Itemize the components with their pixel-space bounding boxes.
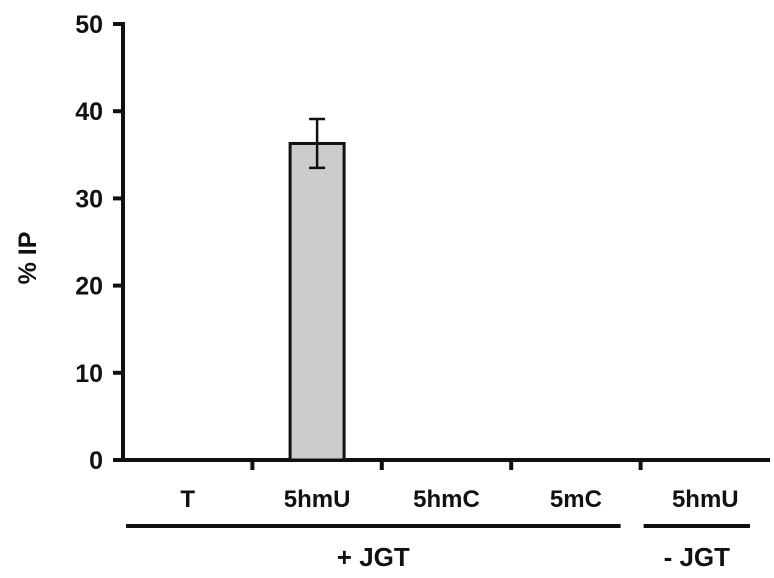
group-label: + JGT xyxy=(337,542,410,572)
y-axis-title: % IP xyxy=(14,232,42,285)
y-tick-label: 20 xyxy=(75,273,103,301)
error-bar xyxy=(309,117,326,170)
x-category-label: T xyxy=(180,486,195,513)
y-tick-label: 50 xyxy=(75,11,103,39)
x-category-label: 5hmU xyxy=(672,486,739,513)
y-tick-label: 0 xyxy=(89,447,103,475)
y-tick-label: 40 xyxy=(75,98,103,126)
x-axis: T 5hmU 5hmC 5mC 5hmU xyxy=(123,458,770,513)
error-bars xyxy=(309,117,326,170)
x-category-label: 5mC xyxy=(550,486,602,513)
x-category-label: 5hmU xyxy=(284,486,351,513)
y-tick-label: 10 xyxy=(75,360,103,388)
y-axis: 0 10 20 30 40 50 xyxy=(75,11,125,475)
group-brackets: + JGT - JGT xyxy=(126,524,750,572)
group-label: - JGT xyxy=(664,542,731,572)
y-tick-label: 30 xyxy=(75,185,103,213)
x-category-label: 5hmC xyxy=(413,486,480,513)
bar xyxy=(288,141,346,462)
bars xyxy=(288,141,346,462)
